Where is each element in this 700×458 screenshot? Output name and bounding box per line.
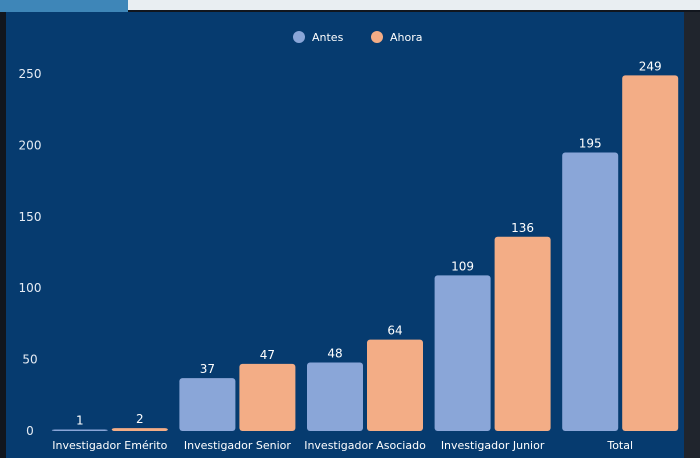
bar-value-label: 1 [76, 414, 84, 428]
y-tick-label: 100 [19, 281, 42, 295]
bar-ahora-3 [367, 339, 423, 431]
bar-ahora-2 [239, 363, 296, 431]
category-label: Investigador Emérito [52, 439, 167, 452]
legend-antes-marker [293, 31, 305, 43]
category-label: Investigador Junior [441, 439, 545, 452]
bar-value-label: 48 [327, 346, 342, 360]
legend-ahora-label: Ahora [390, 31, 423, 44]
y-tick-label: 0 [26, 424, 34, 438]
legend-ahora-marker [371, 31, 383, 43]
bar-antes-4 [434, 275, 491, 431]
bar-antes-3 [307, 362, 363, 431]
category-label: Total [606, 439, 633, 452]
x-axis: Investigador Emérito Investigador Senior I… [52, 439, 633, 452]
bars: 1 2 37 47 48 64 109 136 195 249 [51, 59, 679, 432]
bar-ahora-1 [111, 428, 168, 431]
y-tick-label: 200 [19, 138, 42, 152]
bar-ahora-5 [622, 75, 679, 431]
y-tick-label: 50 [22, 353, 37, 367]
legend-antes-label: Antes [312, 31, 344, 44]
background-strip-top [128, 0, 700, 10]
bar-antes-5 [562, 152, 619, 432]
background-strip-left [0, 0, 128, 12]
y-axis: 0 50 100 150 200 250 [19, 67, 42, 438]
bar-value-label: 249 [639, 59, 662, 73]
bar-antes-1 [51, 429, 108, 431]
bar-value-label: 47 [260, 348, 275, 362]
bar-value-label: 195 [579, 137, 602, 151]
bar-antes-2 [179, 378, 236, 431]
bar-value-label: 64 [387, 324, 402, 338]
bar-value-label: 37 [200, 362, 215, 376]
bar-value-label: 2 [136, 412, 144, 426]
bar-value-label: 136 [511, 221, 534, 235]
background-edge-right [684, 12, 700, 458]
bar-ahora-4 [494, 236, 551, 431]
y-tick-label: 150 [19, 210, 42, 224]
legend: Antes Ahora [293, 31, 423, 44]
bar-value-label: 109 [451, 259, 474, 273]
category-label: Investigador Senior [184, 439, 292, 452]
y-tick-label: 250 [19, 67, 42, 81]
category-label: Investigador Asociado [304, 439, 426, 452]
